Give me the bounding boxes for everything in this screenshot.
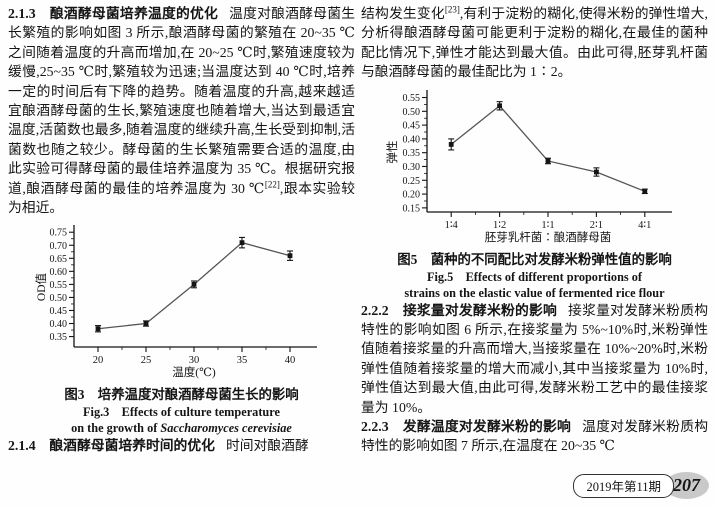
citation-ref-22: [22]	[264, 179, 280, 190]
figure3-caption-en-1: Fig.3 Effects of culture temperature	[83, 405, 280, 420]
svg-text:0.15: 0.15	[402, 203, 420, 214]
section-2-1-4-paragraph: 2.1.4 酿酒酵母菌培养时间的优化 时间对酿酒酵	[8, 436, 355, 455]
svg-text:0.50: 0.50	[49, 293, 67, 304]
section-2-2-2-heading: 2.2.2 接浆量对发酵米粉的影响	[361, 302, 558, 318]
svg-text:0.40: 0.40	[49, 319, 67, 330]
svg-text:30: 30	[188, 355, 199, 366]
section-2-1-4-body: 时间对酿酒酵	[225, 438, 309, 454]
figure5-caption-en-2: strains on the elastic value of fermente…	[404, 285, 665, 300]
continuation-paragraph: 结构发生变化[23],有利于淀粉的糊化,使得米粉的弹性增大,分析得酿酒酵母菌可能…	[361, 4, 708, 82]
svg-text:0.60: 0.60	[49, 267, 67, 278]
svg-text:0.25: 0.25	[402, 175, 420, 186]
svg-text:2∶1: 2∶1	[589, 220, 602, 231]
svg-text:0.70: 0.70	[49, 241, 67, 252]
figure5-plot: 0.15 0.20 0.25 0.30 0.35 0.40 0.45 0.50 0.55 1∶4 1…	[385, 89, 672, 244]
section-2-2-3-heading: 2.2.3 发酵温度对发酵米粉的影响	[361, 419, 572, 435]
continuation-body-tail: ,有利于淀粉的糊化,使得米粉的弹性增大,分析得酿酒酵母菌可能更利于淀粉的糊化,在…	[361, 6, 708, 80]
section-2-2-3-paragraph: 2.2.3 发酵温度对发酵米粉的影响 温度对发酵米粉质构特性的影响如图 7 所示,…	[361, 417, 708, 456]
svg-text:胚芽乳杆菌∶酿酒酵母菌: 胚芽乳杆菌∶酿酒酵母菌	[484, 230, 611, 244]
svg-text:0.45: 0.45	[402, 120, 420, 131]
svg-text:0.75: 0.75	[49, 228, 67, 239]
left-column: 2.1.3 酿酒酵母菌培养温度的优化 温度对酿酒酵母菌生长繁殖的影响如图 3 所示…	[8, 4, 355, 456]
section-2-2-2-body: 接浆量对发酵米粉质构特性的影响如图 6 所示,在接浆量为 5%~10%时,米粉弹…	[361, 302, 709, 415]
svg-text:1∶4: 1∶4	[444, 220, 458, 231]
svg-text:0.20: 0.20	[402, 189, 420, 200]
section-2-1-3-body: 温度对酿酒酵母菌生长繁殖的影响如图 3 所示,酿酒酵母菌的繁殖在 20~35 ℃…	[8, 6, 356, 196]
svg-text:0.55: 0.55	[402, 93, 420, 104]
svg-text:4∶1: 4∶1	[638, 220, 651, 231]
figure3-species-name: Saccharomyces cerevisiae	[160, 421, 292, 436]
right-column: 结构发生变化[23],有利于淀粉的糊化,使得米粉的弹性增大,分析得酿酒酵母菌可能…	[361, 4, 708, 456]
svg-text:40: 40	[284, 355, 295, 366]
svg-text:20: 20	[92, 355, 103, 366]
svg-text:1∶2: 1∶2	[492, 220, 505, 231]
figure3-block: 0.35 0.40 0.45 0.50 0.55 0.60 0.65 0.70 0.75 20 25…	[8, 221, 355, 384]
page-footer: 2019年第11期 207	[573, 472, 709, 499]
citation-ref-23: [23]	[444, 4, 460, 15]
figure3-plot: 0.35 0.40 0.45 0.50 0.55 0.60 0.65 0.70 0.75 20 25…	[35, 225, 317, 379]
figure5-caption-en-1: Fig.5 Effects of different proportions o…	[426, 269, 643, 284]
journal-issue-pill: 2019年第11期	[573, 473, 674, 498]
svg-text:OD值: OD值	[35, 273, 48, 302]
svg-text:0.50: 0.50	[402, 106, 420, 117]
section-2-1-3-body-tail: ,跟本实验较为相近。	[8, 180, 356, 216]
page-number-badge: 207	[664, 472, 709, 499]
svg-text:0.30: 0.30	[402, 162, 420, 173]
svg-text:0.35: 0.35	[49, 333, 67, 344]
section-2-1-3-heading: 2.1.3 酿酒酵母菌培养温度的优化	[8, 6, 219, 21]
svg-text:25: 25	[140, 355, 151, 366]
svg-text:弹性: 弹性	[385, 140, 399, 163]
section-2-1-3-paragraph: 2.1.3 酿酒酵母菌培养温度的优化 温度对酿酒酵母菌生长繁殖的影响如图 3 所示…	[8, 4, 355, 217]
svg-text:0.65: 0.65	[49, 254, 67, 265]
section-2-1-4-heading: 2.1.4 酿酒酵母菌培养时间的优化	[8, 438, 215, 454]
svg-text:1∶1: 1∶1	[541, 220, 554, 231]
section-2-2-2-paragraph: 2.2.2 接浆量对发酵米粉的影响 接浆量对发酵米粉质构特性的影响如图 6 所示,…	[361, 301, 708, 417]
svg-text:35: 35	[236, 355, 247, 366]
figure3-caption-en-2-prefix: on the growth of	[71, 421, 161, 436]
figure3-caption-cn: 图3 培养温度对酿酒酵母菌生长的影响	[64, 387, 299, 403]
svg-text:0.35: 0.35	[402, 148, 420, 159]
svg-text:温度(℃): 温度(℃)	[172, 365, 216, 379]
figure5-block: 0.15 0.20 0.25 0.30 0.35 0.40 0.45 0.50 0.55 1∶4 1…	[361, 86, 708, 249]
figure3-caption-en-2: on the growth of Saccharomyces cerevisia…	[8, 420, 355, 436]
figure5-caption-cn: 图5 菌种的不同配比对发酵米粉弹性值的影响	[397, 251, 672, 267]
svg-text:0.55: 0.55	[49, 280, 67, 291]
section-2-2-3-body: 温度对发酵米粉质构特性的影响如图 7 所示,在温度在 20~35 ℃	[361, 419, 709, 454]
svg-text:0.45: 0.45	[49, 306, 67, 317]
continuation-body: 结构发生变化	[361, 6, 445, 21]
svg-text:0.40: 0.40	[402, 134, 420, 145]
